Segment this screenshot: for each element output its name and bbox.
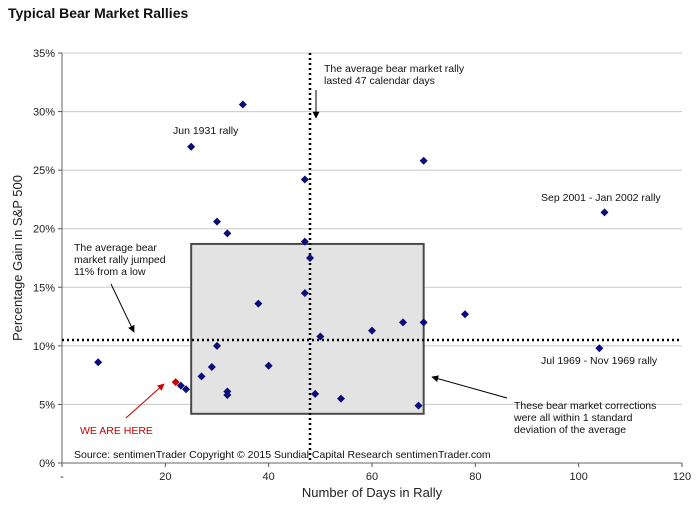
y-tick-label: 5% xyxy=(39,399,55,411)
chart-title: Typical Bear Market Rallies xyxy=(8,5,189,21)
x-tick-label: 120 xyxy=(673,471,691,483)
axes xyxy=(58,52,683,467)
annotations: The average bear market rally lasted 47 c… xyxy=(74,63,661,461)
jul-1969-label: Jul 1969 - Nov 1969 rally xyxy=(541,355,658,367)
x-axis-title: Number of Days in Rally xyxy=(302,485,443,500)
avg-days-annotation: The average bear market rally lasted 47 c… xyxy=(324,63,465,87)
std-dev-box xyxy=(190,242,425,415)
sep-2001-label: Sep 2001 - Jan 2002 rally xyxy=(541,192,661,204)
data-points xyxy=(94,100,609,410)
y-tick-label: 10% xyxy=(33,341,55,353)
y-tick-label: 25% xyxy=(33,165,55,177)
data-point xyxy=(213,341,221,350)
data-point xyxy=(300,175,309,184)
data-point xyxy=(94,358,103,367)
x-tick-label: 20 xyxy=(159,471,171,483)
data-point xyxy=(213,217,221,226)
data-point xyxy=(300,237,309,246)
current-rally-point xyxy=(171,378,180,387)
source-credit: Source: sentimenTrader Copyright © 2015 … xyxy=(74,449,491,461)
data-point xyxy=(414,401,423,410)
data-point xyxy=(182,385,190,394)
data-point xyxy=(368,326,376,335)
y-axis-title: Percentage Gain in S&P 500 xyxy=(10,175,25,341)
we-are-here-arrow xyxy=(125,383,165,419)
y-tick-label: 20% xyxy=(33,224,55,236)
we-are-here-label: WE ARE HERE xyxy=(80,425,153,437)
data-point xyxy=(461,310,469,319)
data-point xyxy=(311,389,320,398)
y-tick-label: 30% xyxy=(33,107,55,119)
data-point xyxy=(337,394,345,403)
data-point xyxy=(300,289,309,298)
data-point xyxy=(399,318,407,327)
data-point xyxy=(306,254,314,262)
y-tick-label: 35% xyxy=(33,48,55,60)
x-tick-label: - xyxy=(60,471,64,483)
data-point xyxy=(207,362,216,371)
x-tick-label: 40 xyxy=(263,471,275,483)
data-point xyxy=(223,229,232,238)
avg-gain-arrow xyxy=(110,283,135,333)
jun-1931-label: Jun 1931 rally xyxy=(173,125,239,137)
y-tick-label: 15% xyxy=(33,282,55,294)
data-point xyxy=(264,361,273,370)
data-point xyxy=(197,372,206,381)
y-tick-label: 0% xyxy=(39,458,55,470)
data-point xyxy=(600,208,609,217)
data-point xyxy=(595,344,604,353)
x-tick-label: 80 xyxy=(469,471,481,483)
box-note-annotation: These bear market corrections were all wi… xyxy=(513,400,656,436)
data-point xyxy=(419,156,428,165)
axis-labels: 0% 5% 10% 15% 20% 25% 30% 35% - 20 40 60 80 100 120 Num… xyxy=(10,48,691,500)
box-note-arrow xyxy=(431,375,508,399)
data-point xyxy=(223,391,232,400)
x-tick-label: 100 xyxy=(569,471,587,483)
std-dev-box-layer xyxy=(190,242,425,415)
data-point xyxy=(238,100,247,109)
avg-gain-annotation: The average bear market rally jumped 11% f… xyxy=(74,242,166,278)
data-point xyxy=(176,381,185,390)
data-point xyxy=(316,332,325,341)
x-tick-label: 60 xyxy=(366,471,378,483)
data-point xyxy=(187,142,196,151)
data-point xyxy=(254,299,263,308)
data-point xyxy=(419,318,428,327)
